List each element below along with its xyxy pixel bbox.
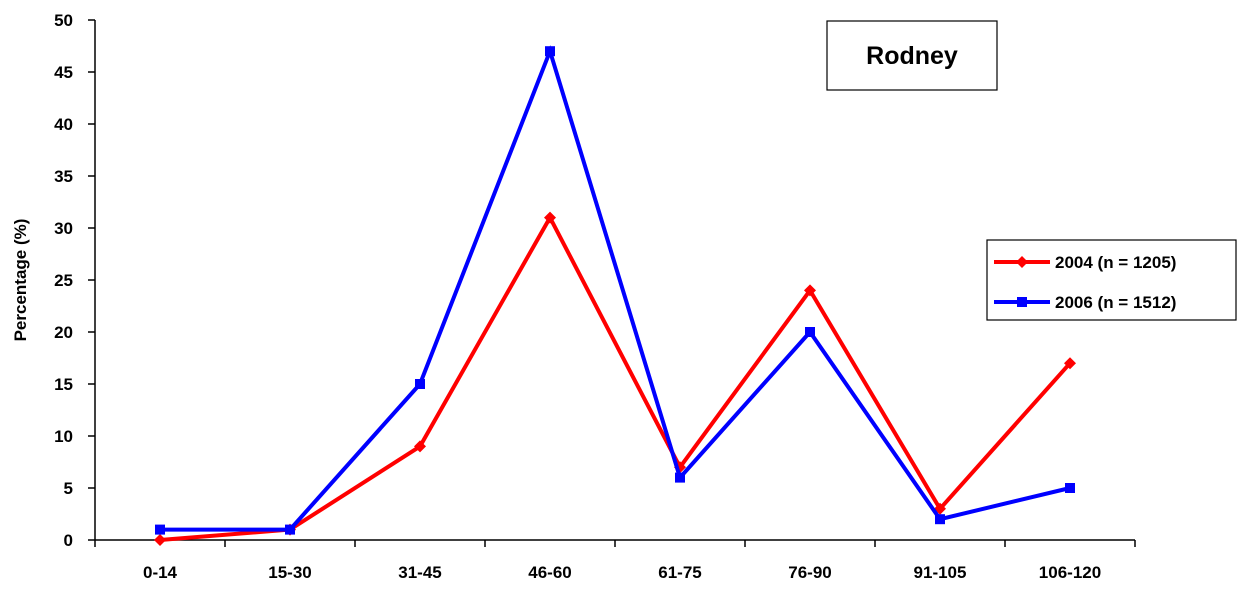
- x-tick-label: 106-120: [1039, 563, 1101, 582]
- series-line: [160, 45, 1071, 532]
- x-tick-label: 46-60: [528, 563, 571, 582]
- legend: 2004 (n = 1205) 2006 (n = 1512): [986, 239, 1237, 321]
- x-tick-label: 0-14: [143, 563, 178, 582]
- y-tick-label: 40: [54, 115, 73, 134]
- y-tick-label: 20: [54, 323, 73, 342]
- legend-items: 2004 (n = 1205) 2006 (n = 1512): [994, 253, 1176, 312]
- data-point: [285, 524, 295, 535]
- x-tick-label: 76-90: [788, 563, 831, 582]
- data-point: [414, 440, 426, 453]
- data-point: [155, 524, 165, 535]
- y-tick-label: 50: [54, 11, 73, 30]
- legend-label: 2004 (n = 1205): [1055, 253, 1176, 272]
- data-point: [675, 472, 685, 483]
- y-tick-label: 25: [54, 271, 73, 290]
- y-tick-label: 0: [64, 531, 73, 550]
- data-point: [415, 379, 425, 389]
- x-tick-label: 15-30: [268, 563, 311, 582]
- chart-title-frame: [826, 20, 998, 91]
- legend-swatch-marker: [1017, 297, 1027, 307]
- legend-swatch-marker: [1016, 256, 1028, 268]
- legend-label: 2006 (n = 1512): [1055, 293, 1176, 312]
- y-tick-label: 15: [54, 375, 73, 394]
- y-axis-title: Percentage (%): [11, 219, 30, 342]
- legend-frame: [986, 239, 1237, 321]
- data-point: [1064, 357, 1076, 370]
- chart-title-box: Rodney: [826, 20, 998, 91]
- data-point: [935, 514, 945, 525]
- data-point: [805, 327, 815, 337]
- chart-title: Rodney: [866, 42, 958, 70]
- series-line: [159, 213, 1072, 542]
- data-point: [545, 46, 555, 57]
- x-axis-ticks: 0-14 15-30 31-45 46-60 61-75 76-90 91-105 106-1…: [94, 540, 1136, 582]
- data-point: [544, 211, 556, 224]
- y-tick-label: 5: [64, 479, 73, 498]
- y-tick-label: 30: [54, 219, 73, 238]
- y-tick-label: 45: [54, 63, 73, 82]
- x-tick-label: 91-105: [914, 563, 967, 582]
- y-tick-label: 35: [54, 167, 73, 186]
- x-tick-label: 31-45: [398, 563, 441, 582]
- series-layer: [154, 45, 1076, 546]
- series-1: [155, 45, 1075, 535]
- data-point: [1065, 483, 1075, 493]
- y-axis-ticks: 0 5 10 15 20 25 30 35 40 45 50: [54, 11, 95, 550]
- data-point: [154, 534, 166, 546]
- x-tick-label: 61-75: [658, 563, 701, 582]
- data-point: [804, 284, 816, 297]
- y-tick-label: 10: [54, 427, 73, 446]
